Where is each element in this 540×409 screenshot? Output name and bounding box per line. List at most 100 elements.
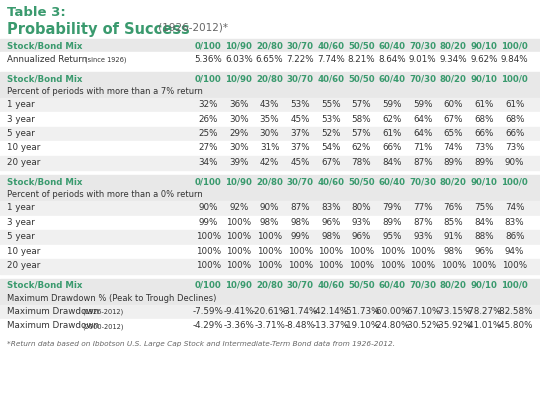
- Text: 93%: 93%: [352, 218, 372, 227]
- Text: 45%: 45%: [291, 114, 310, 123]
- Bar: [0, 292, 540, 305]
- Text: 26%: 26%: [199, 114, 218, 123]
- Text: 100%: 100%: [441, 261, 466, 270]
- Text: 31%: 31%: [260, 143, 279, 152]
- Text: 32%: 32%: [199, 100, 218, 109]
- Text: 100%: 100%: [502, 261, 527, 270]
- Text: 39%: 39%: [229, 157, 249, 166]
- Text: 10/90: 10/90: [226, 177, 252, 186]
- Text: 40/60: 40/60: [318, 41, 345, 50]
- Text: 77%: 77%: [413, 203, 433, 212]
- Text: 70/30: 70/30: [409, 280, 436, 289]
- Text: 10/90: 10/90: [226, 74, 252, 83]
- Text: 9.62%: 9.62%: [470, 54, 498, 63]
- Text: Stock/Bond Mix: Stock/Bond Mix: [7, 74, 83, 83]
- Text: 90/10: 90/10: [470, 280, 497, 289]
- Text: 100%: 100%: [257, 232, 282, 241]
- Text: 90/10: 90/10: [470, 41, 497, 50]
- Text: 89%: 89%: [474, 157, 494, 166]
- Text: -3.36%: -3.36%: [224, 321, 254, 330]
- Text: -13.37%: -13.37%: [313, 321, 349, 330]
- Text: 30%: 30%: [229, 114, 249, 123]
- Text: 98%: 98%: [444, 246, 463, 255]
- Text: 100%: 100%: [288, 246, 313, 255]
- Text: 93%: 93%: [413, 232, 433, 241]
- Bar: [0, 216, 540, 230]
- Text: -19.10%: -19.10%: [343, 321, 380, 330]
- Text: 57%: 57%: [352, 100, 372, 109]
- Text: 100%: 100%: [196, 261, 221, 270]
- Text: 30/70: 30/70: [287, 74, 314, 83]
- Text: 100%: 100%: [226, 218, 252, 227]
- Text: 90%: 90%: [260, 203, 279, 212]
- Text: 40/60: 40/60: [318, 74, 345, 83]
- Text: 100%: 100%: [196, 232, 221, 241]
- Text: 6.65%: 6.65%: [256, 54, 284, 63]
- Text: 64%: 64%: [413, 129, 433, 138]
- Text: 3 year: 3 year: [7, 218, 35, 227]
- Text: 100%: 100%: [288, 261, 313, 270]
- Text: 10/90: 10/90: [226, 41, 252, 50]
- Text: 30/70: 30/70: [287, 41, 314, 50]
- Text: 70/30: 70/30: [409, 74, 436, 83]
- Text: 86%: 86%: [505, 232, 524, 241]
- Bar: [0, 72, 540, 85]
- Text: -20.61%: -20.61%: [252, 306, 288, 315]
- Text: 85%: 85%: [443, 218, 463, 227]
- Text: 80/20: 80/20: [440, 41, 467, 50]
- Text: 100/0: 100/0: [501, 74, 528, 83]
- Text: 91%: 91%: [444, 232, 463, 241]
- Text: 30/70: 30/70: [287, 177, 314, 186]
- Text: 74%: 74%: [444, 143, 463, 152]
- Text: 100%: 100%: [380, 261, 404, 270]
- Text: 43%: 43%: [260, 100, 279, 109]
- Text: 9.84%: 9.84%: [501, 54, 529, 63]
- Text: 100/0: 100/0: [501, 280, 528, 289]
- Text: 30%: 30%: [229, 143, 249, 152]
- Text: 20/80: 20/80: [256, 41, 283, 50]
- Text: 27%: 27%: [199, 143, 218, 152]
- Text: 50/50: 50/50: [348, 280, 375, 289]
- Text: 50/50: 50/50: [348, 41, 375, 50]
- Text: (since 1926): (since 1926): [85, 56, 126, 63]
- Text: 76%: 76%: [444, 203, 463, 212]
- Text: 100%: 100%: [318, 246, 343, 255]
- Text: 20 year: 20 year: [7, 261, 40, 270]
- Text: 90/10: 90/10: [470, 177, 497, 186]
- Text: 5 year: 5 year: [7, 232, 35, 241]
- Bar: [0, 85, 540, 98]
- Text: -41.01%: -41.01%: [466, 321, 502, 330]
- Text: 0/100: 0/100: [195, 74, 222, 83]
- Text: -78.27%: -78.27%: [466, 306, 502, 315]
- Text: 8.21%: 8.21%: [348, 54, 375, 63]
- Text: Table 3:: Table 3:: [7, 6, 66, 19]
- Text: 20/80: 20/80: [256, 177, 283, 186]
- Text: (1926-2012)*: (1926-2012)*: [155, 22, 228, 32]
- Text: 6.03%: 6.03%: [225, 54, 253, 63]
- Text: 0/100: 0/100: [195, 280, 222, 289]
- Text: 100%: 100%: [196, 246, 221, 255]
- Text: Probability of Success: Probability of Success: [7, 22, 190, 37]
- Text: 40/60: 40/60: [318, 177, 345, 186]
- Text: 70/30: 70/30: [409, 177, 436, 186]
- Text: 90%: 90%: [199, 203, 218, 212]
- Text: 20 year: 20 year: [7, 157, 40, 166]
- Text: 84%: 84%: [474, 218, 494, 227]
- Text: -67.10%: -67.10%: [404, 306, 441, 315]
- Text: 78%: 78%: [352, 157, 372, 166]
- Text: 100%: 100%: [226, 246, 252, 255]
- Text: 95%: 95%: [382, 232, 402, 241]
- Text: 52%: 52%: [321, 129, 341, 138]
- Bar: [0, 113, 540, 127]
- Text: 0/100: 0/100: [195, 177, 222, 186]
- Text: 57%: 57%: [352, 129, 372, 138]
- Text: 42%: 42%: [260, 157, 279, 166]
- Text: 30/70: 30/70: [287, 280, 314, 289]
- Text: 89%: 89%: [382, 218, 402, 227]
- Text: 61%: 61%: [474, 100, 494, 109]
- Text: 100/0: 100/0: [501, 177, 528, 186]
- Text: 100%: 100%: [349, 246, 374, 255]
- Text: 20/80: 20/80: [256, 74, 283, 83]
- Text: 100%: 100%: [226, 261, 252, 270]
- Text: 59%: 59%: [413, 100, 433, 109]
